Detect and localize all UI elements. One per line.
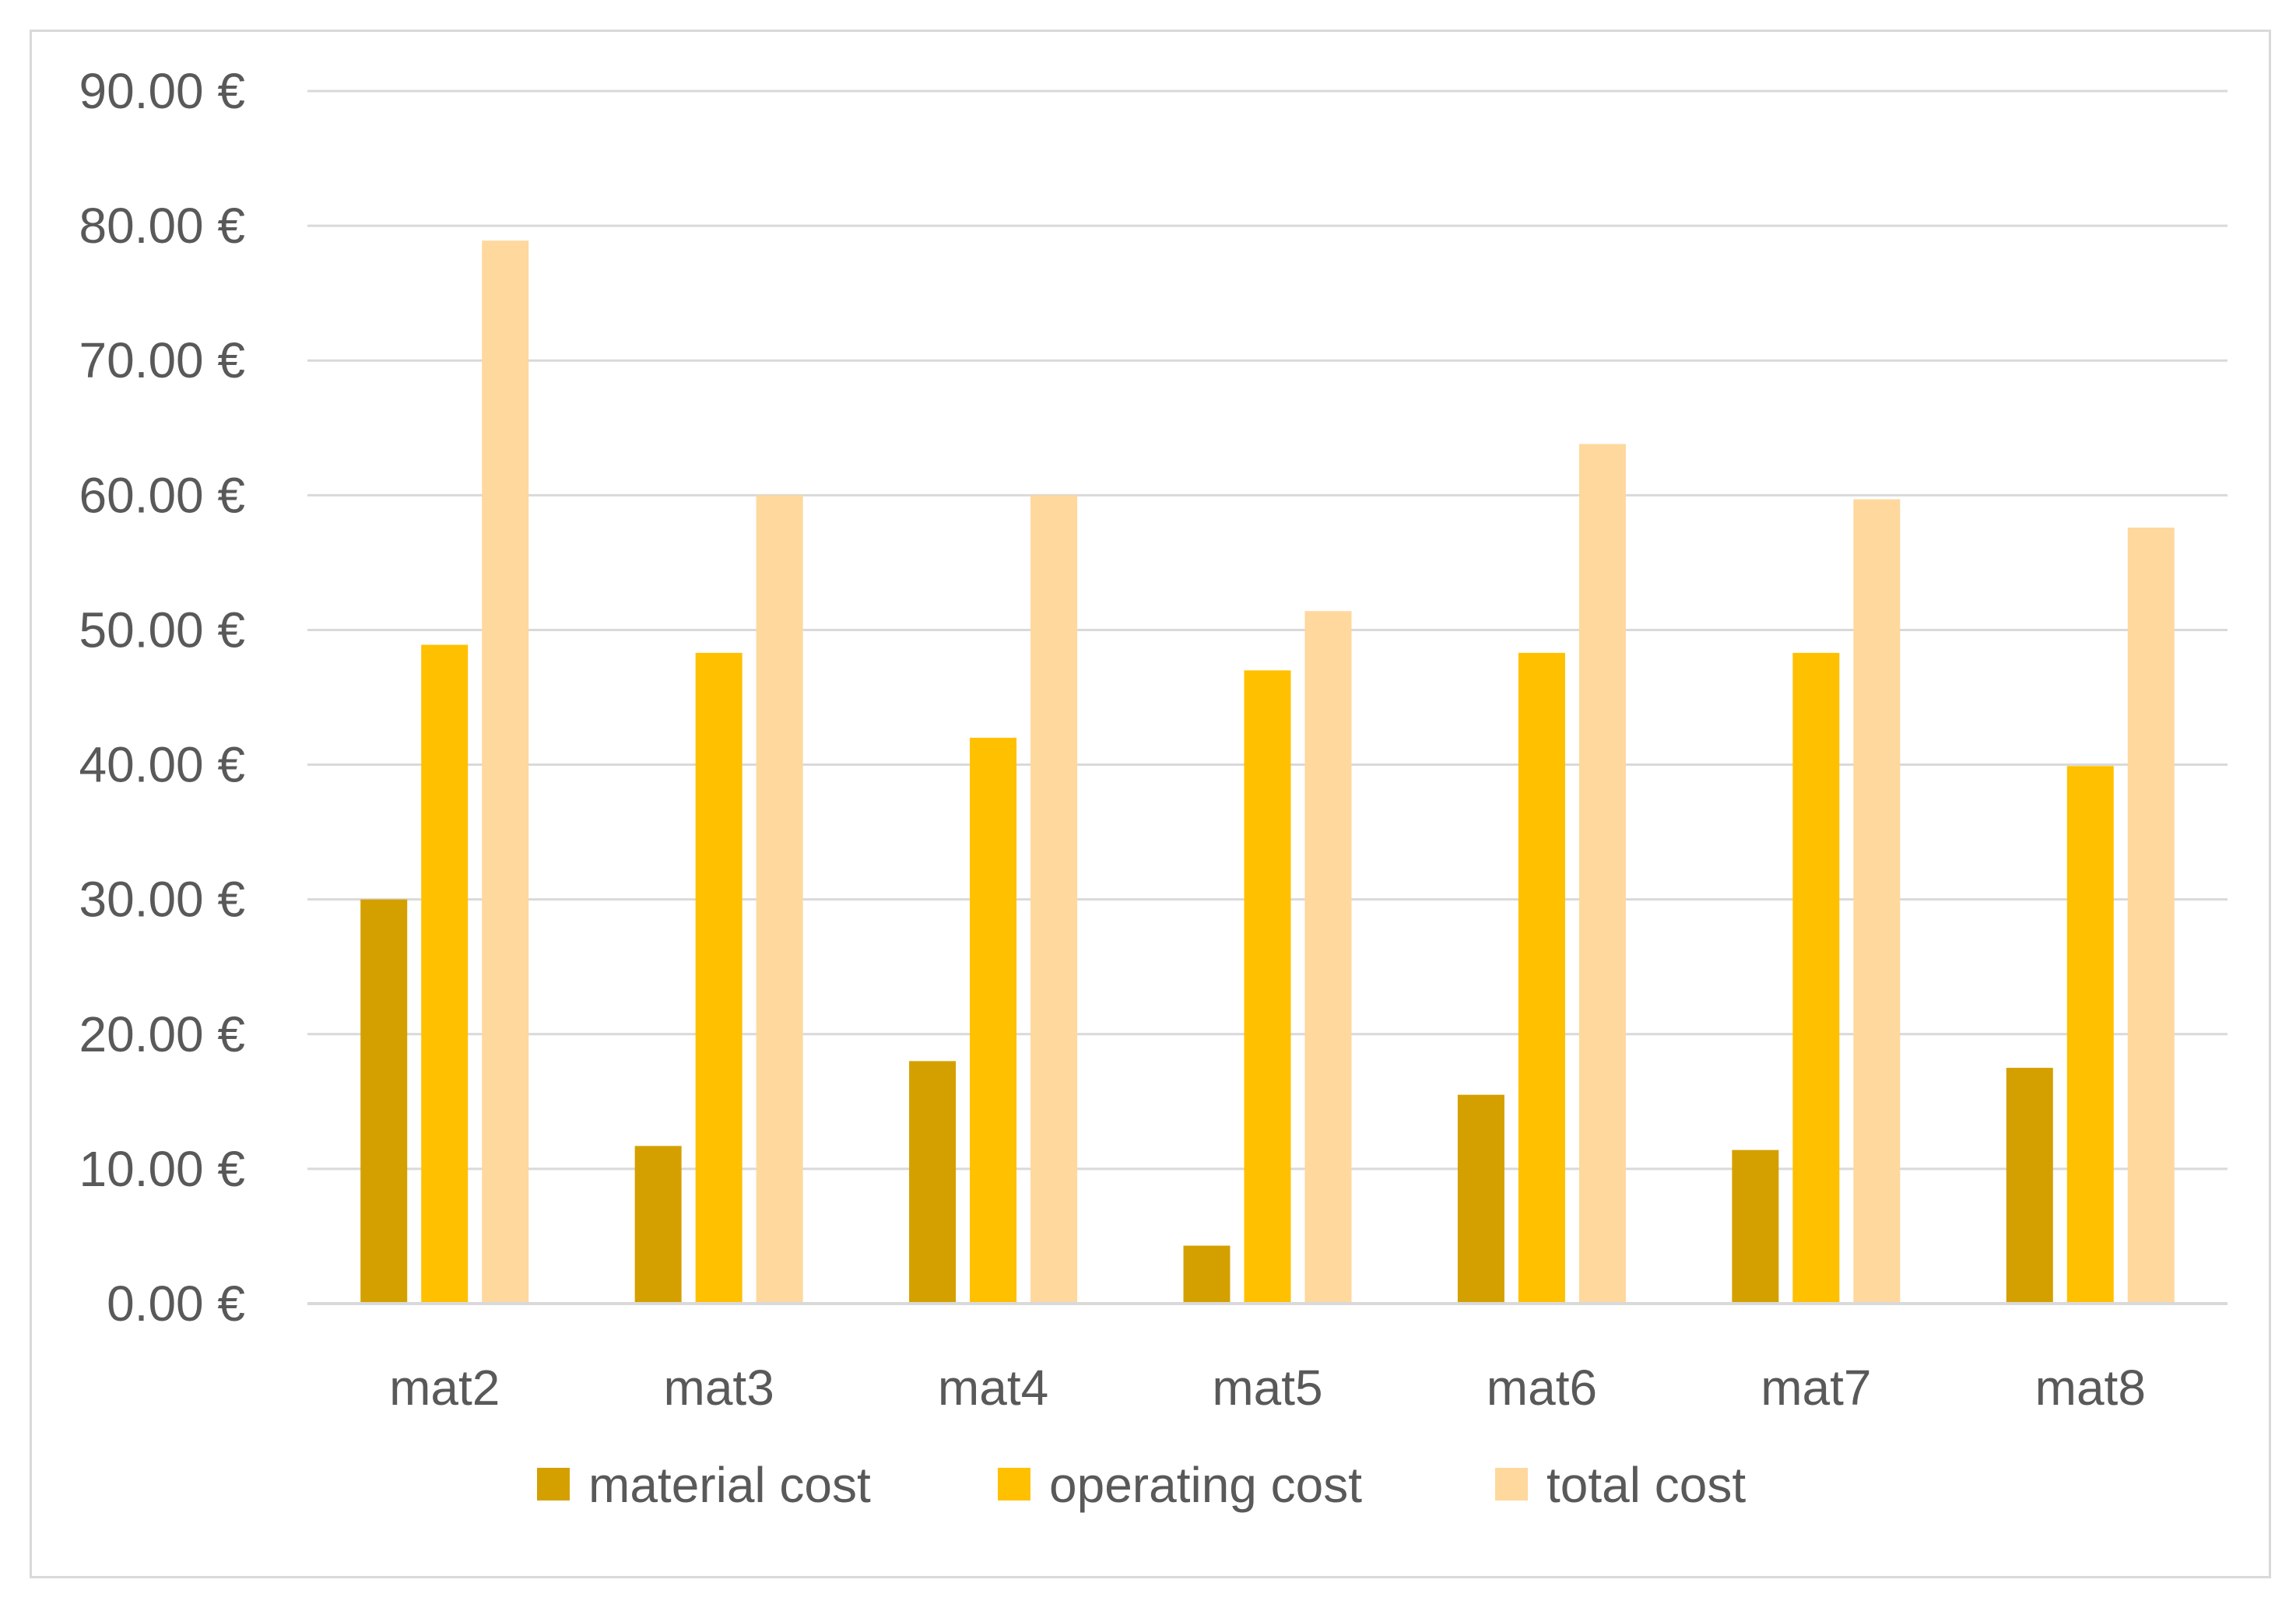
bar-total-cost-mat2 bbox=[482, 240, 529, 1304]
bar-total-cost-mat6 bbox=[1578, 444, 1626, 1304]
legend-label: material cost bbox=[588, 1457, 871, 1513]
bar-material-cost-mat2 bbox=[360, 899, 408, 1304]
bar-operating-cost-mat3 bbox=[695, 652, 743, 1304]
bar-total-cost-mat8 bbox=[2127, 527, 2175, 1304]
x-tick-label: mat7 bbox=[1761, 1360, 1871, 1416]
x-tick-label: mat5 bbox=[1212, 1360, 1322, 1416]
bar-material-cost-mat6 bbox=[1457, 1094, 1504, 1304]
bar-material-cost-mat7 bbox=[1732, 1149, 1779, 1304]
legend-label: total cost bbox=[1546, 1457, 1746, 1513]
legend-label: operating cost bbox=[1049, 1457, 1362, 1513]
x-tick-label: mat4 bbox=[938, 1360, 1048, 1416]
bar-material-cost-mat5 bbox=[1183, 1245, 1231, 1304]
bar-operating-cost-mat2 bbox=[421, 644, 469, 1304]
y-tick-label: 20.00 € bbox=[79, 1006, 245, 1062]
y-tick-label: 10.00 € bbox=[79, 1141, 245, 1197]
bar-material-cost-mat8 bbox=[2006, 1068, 2053, 1304]
y-tick-label: 60.00 € bbox=[79, 467, 245, 523]
legend-swatch-total-cost bbox=[1495, 1468, 1528, 1500]
bar-operating-cost-mat8 bbox=[2066, 766, 2114, 1304]
x-tick-label: mat3 bbox=[664, 1360, 774, 1416]
x-tick-label: mat2 bbox=[389, 1360, 500, 1416]
bar-total-cost-mat7 bbox=[1853, 499, 1901, 1304]
bar-operating-cost-mat6 bbox=[1518, 652, 1565, 1304]
bar-operating-cost-mat4 bbox=[970, 737, 1017, 1304]
bar-operating-cost-mat7 bbox=[1792, 652, 1840, 1304]
bar-material-cost-mat4 bbox=[909, 1061, 957, 1304]
bar-material-cost-mat3 bbox=[634, 1146, 682, 1304]
bar-total-cost-mat3 bbox=[756, 495, 803, 1304]
bar-operating-cost-mat5 bbox=[1244, 670, 1291, 1304]
y-tick-label: 30.00 € bbox=[79, 872, 245, 928]
bar-total-cost-mat5 bbox=[1304, 611, 1352, 1304]
x-tick-label: mat6 bbox=[1487, 1360, 1597, 1416]
x-tick-label: mat8 bbox=[2035, 1360, 2146, 1416]
y-tick-label: 0.00 € bbox=[107, 1276, 245, 1332]
y-tick-label: 90.00 € bbox=[79, 63, 245, 119]
bar-total-cost-mat4 bbox=[1030, 495, 1078, 1304]
legend-swatch-operating-cost bbox=[998, 1468, 1030, 1500]
y-tick-label: 50.00 € bbox=[79, 602, 245, 658]
y-tick-label: 80.00 € bbox=[79, 198, 245, 254]
legend-swatch-material-cost bbox=[537, 1468, 570, 1500]
y-tick-label: 40.00 € bbox=[79, 737, 245, 793]
y-tick-label: 70.00 € bbox=[79, 332, 245, 388]
